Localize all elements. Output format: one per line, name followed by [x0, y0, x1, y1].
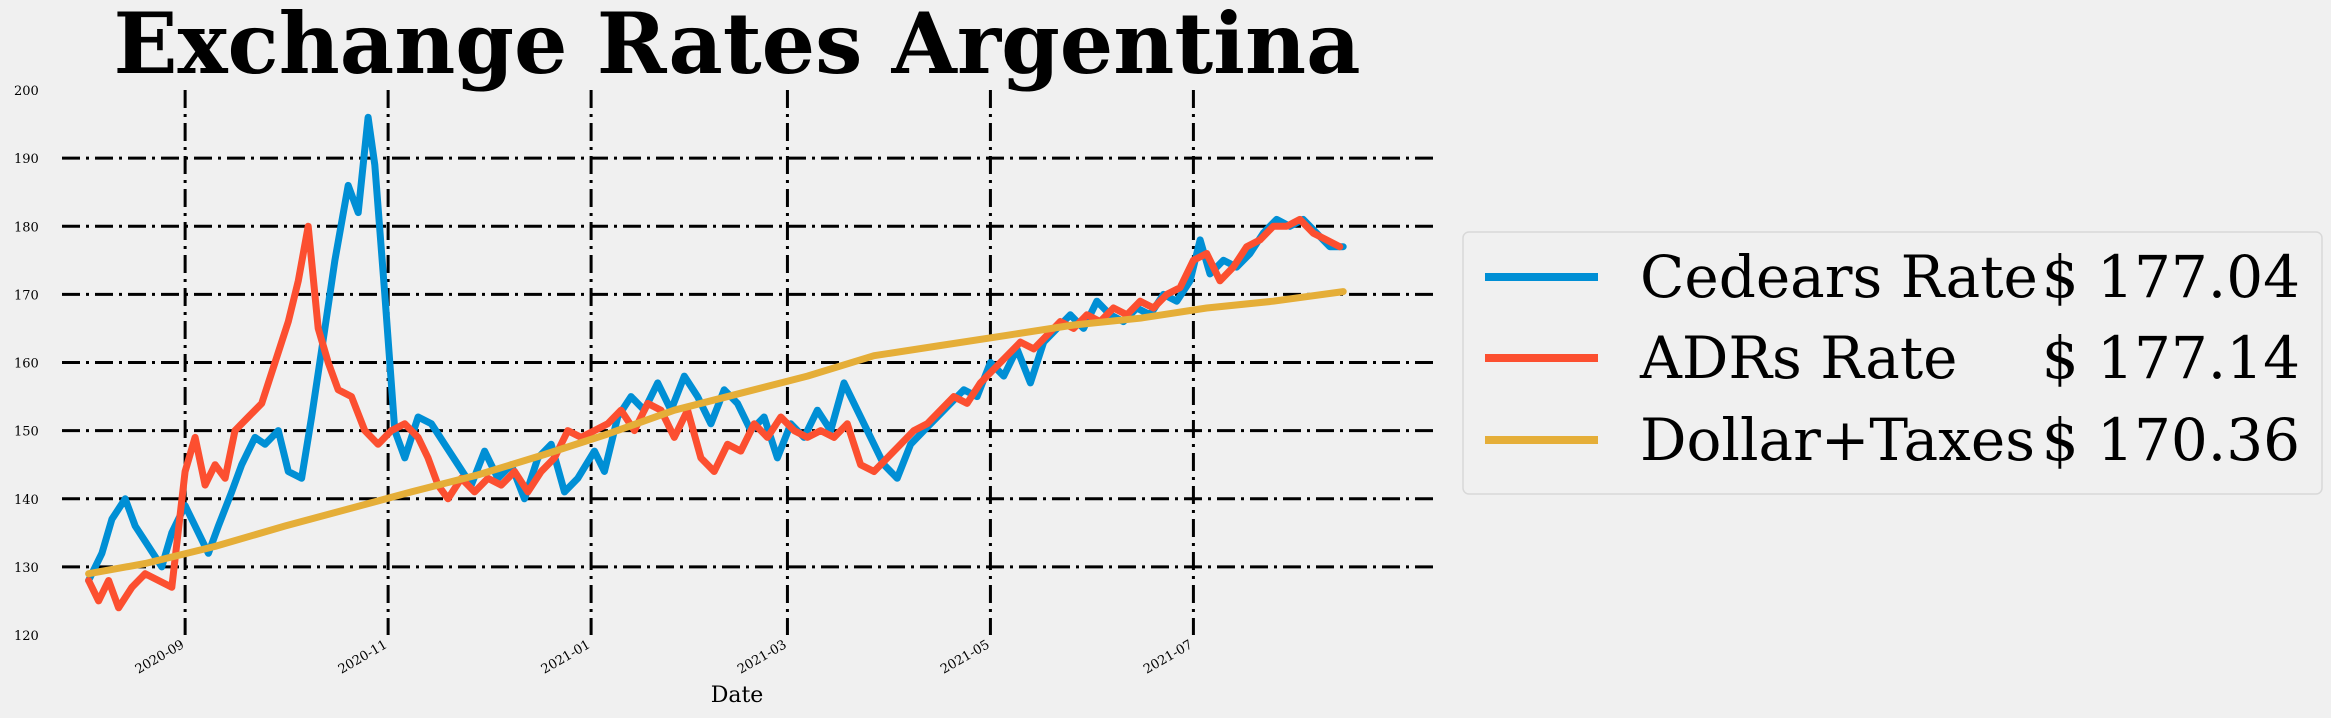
legend-box — [1462, 231, 2323, 495]
y-tick-label: 150 — [14, 425, 39, 440]
x-axis-ticks: 2020-09 2020-11 2021-01 2021-03 2021-05 2021-… — [133, 637, 1196, 677]
legend-value-1: $ 177.14 — [2042, 324, 2300, 392]
legend: Cedears Rate $ 177.04 ADRs Rate $ 177.14Dol… — [1462, 231, 2323, 495]
x-tick-label: 2021-07 — [1141, 637, 1195, 677]
x-tick-label: 2021-01 — [539, 637, 593, 677]
x-tick-label: 2021-03 — [735, 637, 789, 677]
y-axis-ticks: 120 130 140 150 160 170 180 190 200 — [14, 84, 39, 644]
y-tick-label: 190 — [14, 152, 39, 167]
series-lines — [85, 113, 1347, 612]
legend-label-2: Dollar+Taxes — [1640, 406, 2035, 474]
legend-value-0: $ 177.04 — [2042, 243, 2300, 311]
x-axis-label: Date — [711, 683, 764, 708]
x-tick-label: 2021-05 — [938, 637, 992, 677]
legend-value-2: $ 170.36 — [2042, 406, 2300, 474]
legend-label-0: Cedears Rate — [1640, 243, 2038, 311]
y-tick-label: 200 — [14, 84, 39, 99]
y-tick-label: 120 — [14, 629, 39, 644]
x-tick-label: 2020-11 — [336, 637, 390, 677]
legend-label-1: ADRs Rate — [1639, 324, 1957, 392]
x-tick-label: 2020-09 — [133, 637, 187, 677]
y-tick-label: 170 — [14, 288, 39, 303]
y-tick-label: 160 — [14, 357, 39, 372]
y-tick-label: 140 — [14, 493, 39, 508]
chart-title: Exchange Rates Argentina — [113, 0, 1360, 93]
y-tick-label: 180 — [14, 220, 39, 235]
gridlines — [62, 90, 1433, 635]
series-line-2 — [85, 288, 1347, 578]
y-tick-label: 130 — [14, 561, 39, 576]
